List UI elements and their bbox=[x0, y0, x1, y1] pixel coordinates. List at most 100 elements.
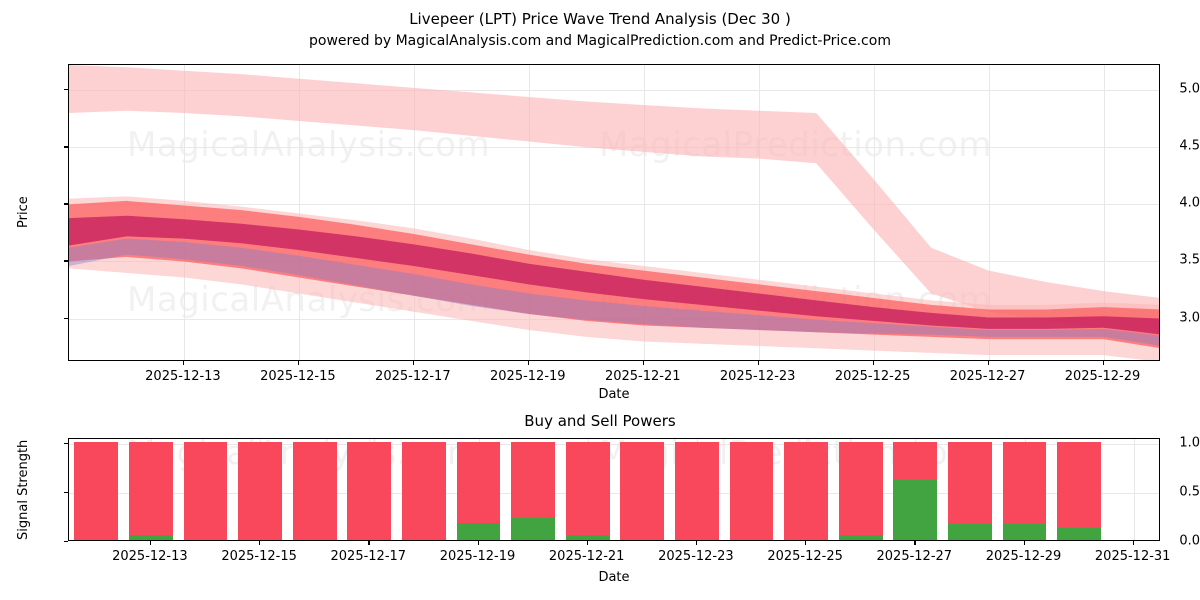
buy-power-segment bbox=[1057, 528, 1101, 540]
y-tick-label: 5.0 bbox=[1142, 82, 1200, 97]
sell-power-segment bbox=[730, 442, 774, 540]
x-tick-mark bbox=[1133, 541, 1134, 545]
sell-power-segment bbox=[948, 442, 992, 524]
signal-bar[interactable] bbox=[129, 442, 173, 540]
x-tick-label: 2025-12-19 bbox=[440, 549, 516, 564]
x-tick-mark bbox=[259, 541, 260, 545]
signal-bar[interactable] bbox=[457, 442, 501, 540]
x-tick-label: 2025-12-21 bbox=[605, 369, 681, 384]
y-tick-mark bbox=[64, 541, 68, 542]
sell-power-segment bbox=[675, 442, 719, 540]
x-tick-mark bbox=[873, 361, 874, 365]
sell-power-segment bbox=[839, 442, 883, 535]
signal-bar[interactable] bbox=[730, 442, 774, 540]
x-tick-label: 2025-12-13 bbox=[145, 369, 221, 384]
signal-bar[interactable] bbox=[238, 442, 282, 540]
buy-sell-xlabel: Date bbox=[514, 570, 714, 585]
buy-power-segment bbox=[948, 524, 992, 540]
y-tick-mark bbox=[64, 492, 68, 493]
signal-bar[interactable] bbox=[675, 442, 719, 540]
signal-bar[interactable] bbox=[948, 442, 992, 540]
y-tick-mark bbox=[64, 89, 68, 90]
sell-power-segment bbox=[511, 442, 555, 519]
x-tick-mark bbox=[805, 541, 806, 545]
sell-power-segment bbox=[402, 442, 446, 540]
x-tick-label: 2025-12-31 bbox=[1095, 549, 1171, 564]
price-wave-ylabel: Price bbox=[16, 196, 31, 228]
signal-bar[interactable] bbox=[402, 442, 446, 540]
x-tick-mark bbox=[1024, 541, 1025, 545]
sell-power-segment bbox=[566, 442, 610, 535]
x-tick-label: 2025-12-13 bbox=[112, 549, 188, 564]
sell-power-segment bbox=[620, 442, 664, 540]
price-wave-panel: MagicalAnalysis.com MagicalPrediction.co… bbox=[0, 0, 1200, 400]
y-tick-mark bbox=[64, 260, 68, 261]
signal-bar[interactable] bbox=[620, 442, 664, 540]
x-tick-label: 2025-12-25 bbox=[767, 549, 843, 564]
x-tick-mark bbox=[643, 361, 644, 365]
signal-bar[interactable] bbox=[347, 442, 391, 540]
buy-power-segment bbox=[129, 535, 173, 540]
x-tick-mark bbox=[183, 361, 184, 365]
sell-power-segment bbox=[1057, 442, 1101, 528]
y-tick-label: 1.0 bbox=[1142, 435, 1200, 450]
buy-sell-powers-plot-area: MagicalAnalysis.com MagicalPrediction.co… bbox=[68, 438, 1160, 541]
signal-bar[interactable] bbox=[839, 442, 883, 540]
y-tick-label: 4.5 bbox=[1142, 139, 1200, 154]
x-tick-mark bbox=[478, 541, 479, 545]
x-tick-label: 2025-12-15 bbox=[260, 369, 336, 384]
signal-bar[interactable] bbox=[1003, 442, 1047, 540]
sell-power-segment bbox=[129, 442, 173, 535]
y-tick-label: 0.5 bbox=[1142, 484, 1200, 499]
price-wave-plot-area: MagicalAnalysis.com MagicalPrediction.co… bbox=[68, 64, 1160, 361]
x-tick-label: 2025-12-27 bbox=[950, 369, 1026, 384]
buy-power-segment bbox=[457, 523, 501, 540]
sell-power-segment bbox=[293, 442, 337, 540]
signal-bar[interactable] bbox=[74, 442, 118, 540]
signal-bar[interactable] bbox=[784, 442, 828, 540]
signal-bar[interactable] bbox=[511, 442, 555, 540]
sell-power-segment bbox=[347, 442, 391, 540]
buy-power-segment bbox=[511, 518, 555, 540]
sell-power-segment bbox=[784, 442, 828, 540]
signal-bar[interactable] bbox=[184, 442, 228, 540]
x-tick-label: 2025-12-17 bbox=[331, 549, 407, 564]
buy-power-segment bbox=[566, 535, 610, 540]
x-tick-mark bbox=[696, 541, 697, 545]
y-tick-mark bbox=[64, 318, 68, 319]
x-tick-label: 2025-12-17 bbox=[375, 369, 451, 384]
buy-power-segment bbox=[839, 535, 883, 540]
buy-power-segment bbox=[893, 480, 937, 540]
buy-sell-ylabel: Signal Strength bbox=[16, 440, 31, 540]
y-tick-label: 3.0 bbox=[1142, 310, 1200, 325]
x-tick-mark bbox=[413, 361, 414, 365]
sell-power-segment bbox=[1003, 442, 1047, 524]
sell-power-segment bbox=[457, 442, 501, 523]
signal-bar[interactable] bbox=[1057, 442, 1101, 540]
x-tick-mark bbox=[587, 541, 588, 545]
x-tick-label: 2025-12-29 bbox=[1065, 369, 1141, 384]
x-tick-mark bbox=[368, 541, 369, 545]
buy-sell-powers-panel: Buy and Sell Powers MagicalAnalysis.com … bbox=[0, 400, 1200, 600]
signal-bar[interactable] bbox=[893, 442, 937, 540]
sell-power-segment bbox=[238, 442, 282, 540]
x-tick-mark bbox=[988, 361, 989, 365]
price-wave-bands bbox=[69, 65, 1160, 361]
x-tick-mark bbox=[150, 541, 151, 545]
x-tick-label: 2025-12-29 bbox=[986, 549, 1062, 564]
sell-power-segment bbox=[893, 442, 937, 480]
gridline bbox=[69, 493, 1159, 494]
x-tick-mark bbox=[758, 361, 759, 365]
x-tick-label: 2025-12-15 bbox=[221, 549, 297, 564]
y-tick-mark bbox=[64, 146, 68, 147]
buy-power-segment bbox=[1003, 524, 1047, 540]
signal-bar[interactable] bbox=[566, 442, 610, 540]
x-tick-mark bbox=[1103, 361, 1104, 365]
x-tick-mark bbox=[298, 361, 299, 365]
signal-bar[interactable] bbox=[293, 442, 337, 540]
x-tick-mark bbox=[528, 361, 529, 365]
x-tick-mark bbox=[914, 541, 915, 545]
gridline bbox=[69, 444, 1159, 445]
x-tick-label: 2025-12-23 bbox=[720, 369, 796, 384]
sell-power-segment bbox=[184, 442, 228, 540]
